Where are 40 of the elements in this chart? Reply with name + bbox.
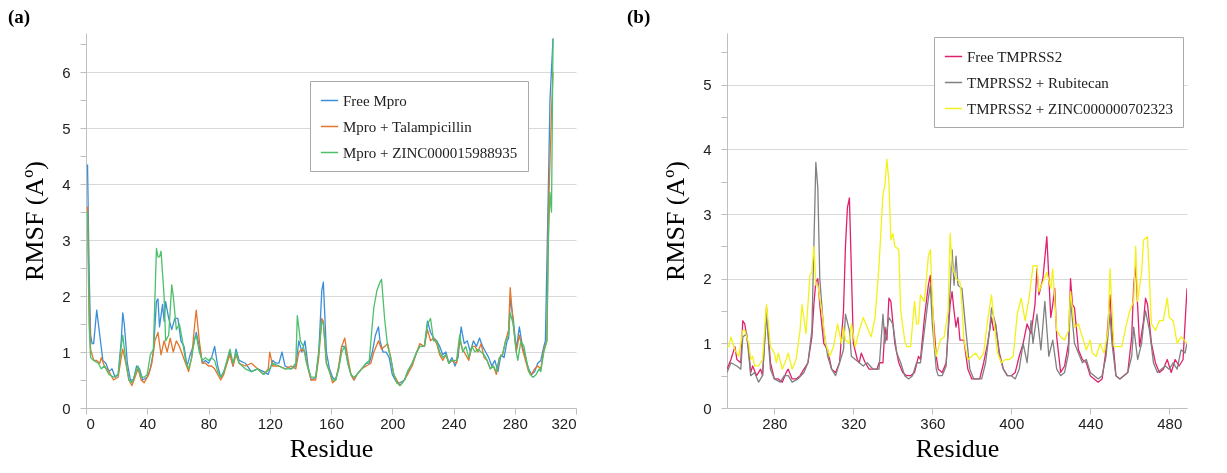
legend-label: Mpro + ZINC000015988935 [343,144,518,161]
x-tick-label: 200 [380,414,406,432]
x-tick-label: 0 [86,414,95,432]
legend-label: TMPRSS2 + ZINC000000702323 [967,100,1173,117]
x-tick-label: 280 [502,414,528,432]
x-tick-label: 280 [762,414,788,432]
x-tick-label: 440 [1078,414,1104,432]
x-tick-label: 240 [441,414,467,432]
y-axis-title: RMSF (Aº) [661,160,691,282]
x-tick-label: 40 [139,414,157,432]
x-tick-label: 320 [841,414,867,432]
legend-label: Mpro + Talampicillin [343,118,473,135]
y-tick-label: 4 [703,140,712,158]
y-tick-label: 5 [62,119,71,137]
y-tick-label: 0 [62,399,71,417]
x-tick-label: 480 [1157,414,1183,432]
y-tick-label: 5 [703,76,712,94]
legend-label: Free Mpro [343,92,407,109]
y-tick-label: 6 [62,63,71,81]
x-axis-title: Residue [915,433,1000,463]
x-tick-label: 400 [999,414,1025,432]
chart-title: (a) [8,6,31,28]
y-tick-label: 3 [62,231,71,249]
legend-label: TMPRSS2 + Rubitecan [967,74,1110,91]
y-tick-label: 2 [62,287,71,305]
y-tick-label: 1 [62,343,71,361]
y-tick-label: 4 [62,175,71,193]
y-axis-title: RMSF (Aº) [20,160,50,282]
y-tick-label: 3 [703,205,712,223]
x-tick-label: 160 [318,414,345,432]
x-tick-label: 360 [920,414,946,432]
x-tick-label: 80 [200,414,218,432]
legend-label: Free TMPRSS2 [967,48,1063,65]
x-tick-label: 320 [551,414,577,432]
x-axis-title: Residue [289,433,374,463]
chart-title: (b) [627,6,651,28]
y-tick-label: 2 [703,270,712,288]
y-tick-label: 0 [703,399,712,417]
y-tick-label: 1 [703,334,712,352]
x-tick-label: 120 [257,414,283,432]
